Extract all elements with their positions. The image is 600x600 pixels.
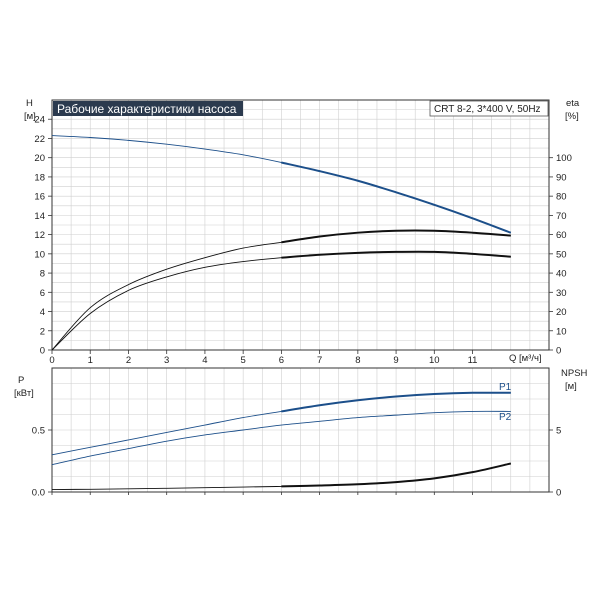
tick-label-eta: 80: [556, 192, 567, 203]
tick-label-q: 11: [468, 355, 478, 366]
tick-label-h: 2: [40, 326, 45, 337]
flow-axis-ticks: 0 1 2 3 4 5 6 7 8 9 10 11: [49, 350, 477, 495]
tick-label-h: 16: [34, 192, 45, 203]
tick-label-h: 24: [34, 115, 45, 126]
series-line-bold-eta2: [281, 250, 511, 259]
tick-label-eta: 90: [556, 172, 567, 183]
tick-label-eta: 50: [556, 249, 567, 260]
tick-label-h: 4: [40, 307, 45, 318]
series-line-bold-npsh: [281, 462, 511, 488]
model-box: [429, 100, 549, 117]
tick-label-h: 22: [34, 134, 45, 145]
tick-label-q: 4: [202, 355, 207, 366]
tick-label-p: 0.0: [32, 488, 45, 499]
tick-label-eta: 60: [556, 230, 567, 241]
bottom-panel-grid: [51, 367, 550, 493]
tick-label-q: 8: [355, 355, 360, 366]
tick-label-q: 3: [164, 355, 169, 366]
series-line-bold-eta: [281, 229, 511, 244]
tick-label-h: 6: [40, 288, 45, 299]
bottom-panel-series: [51, 391, 511, 490]
series-line-p2: [51, 410, 511, 466]
tick-label-h: 8: [40, 269, 45, 280]
head-axis-label: H: [26, 98, 33, 109]
tick-label-h: 18: [34, 172, 45, 183]
power-axis-label: P: [18, 375, 24, 386]
tick-label-npsh: 0: [556, 488, 561, 499]
chart-title-box: [53, 101, 243, 116]
efficiency-axis-ticks: 0 10 20 30 40 50 60 70 80 90 100: [549, 153, 572, 357]
flow-axis-label: Q: [509, 353, 516, 364]
top-panel-frame: [51, 99, 550, 351]
tick-label-h: 0: [40, 346, 45, 357]
flow-axis-unit: [м³/ч]: [519, 353, 542, 364]
series-label-p1: P1: [499, 382, 512, 393]
series-label-p2: P2: [499, 412, 512, 423]
tick-label-eta: 0: [556, 346, 561, 357]
efficiency-axis-unit: [%]: [565, 111, 579, 122]
efficiency-axis-label: eta: [566, 98, 580, 109]
head-axis-unit: [м]: [24, 111, 36, 122]
power-axis-unit: [кВт]: [14, 388, 34, 399]
series-line-bold-p1: [281, 391, 511, 413]
tick-label-q: 2: [126, 355, 131, 366]
tick-label-h: 12: [34, 230, 45, 241]
model-label: CRT 8-2, 3*400 V, 50Hz: [434, 104, 541, 115]
npsh-axis-unit: [м]: [565, 381, 577, 392]
tick-label-eta: 70: [556, 211, 567, 222]
tick-label-q: 5: [241, 355, 246, 366]
tick-label-h: 14: [34, 211, 45, 222]
tick-label-q: 1: [88, 355, 93, 366]
tick-label-q: 9: [393, 355, 398, 366]
tick-label-q: 0: [49, 355, 54, 366]
power-axis-ticks: 0.0 0.5: [32, 426, 52, 499]
top-panel-series: [51, 135, 512, 351]
tick-label-eta: 100: [556, 153, 572, 164]
top-panel-grid: [51, 99, 550, 351]
tick-label-eta: 10: [556, 326, 567, 337]
tick-label-q: 6: [279, 355, 284, 366]
tick-label-eta: 20: [556, 307, 567, 318]
tick-label-npsh: 5: [556, 426, 561, 437]
tick-label-q: 7: [317, 355, 322, 366]
npsh-axis-ticks: 05: [549, 426, 561, 499]
tick-label-eta: 40: [556, 269, 567, 280]
chart-title: Рабочие характеристики насоса: [57, 102, 237, 116]
tick-label-h: 20: [34, 153, 45, 164]
tick-label-p: 0.5: [32, 426, 45, 437]
tick-label-h: 10: [34, 249, 45, 260]
npsh-axis-label: NPSH: [561, 368, 588, 379]
tick-label-q: 10: [429, 355, 440, 366]
tick-label-eta: 30: [556, 288, 567, 299]
series-line-bold-h: [281, 161, 512, 234]
